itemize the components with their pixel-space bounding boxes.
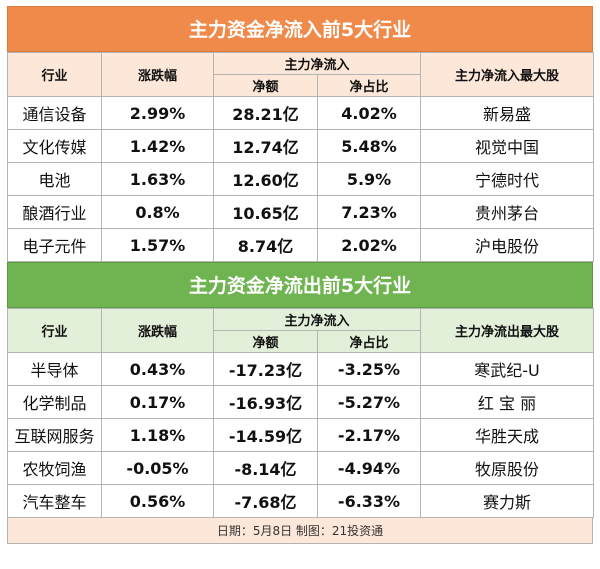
change-cell: 1.42% bbox=[101, 129, 214, 163]
table-row: 电子元件 1.57% 8.74亿 2.02% 沪电股份 bbox=[7, 228, 595, 262]
header-main-net: 主力净流入 bbox=[212, 52, 422, 75]
outflow-table: 行业 涨跌幅 主力净流入 主力净流出最大股 净额 净占比 半导体 0.43% -17… bbox=[7, 308, 595, 518]
change-cell: 2.99% bbox=[101, 96, 214, 130]
net-ratio-cell: -3.25% bbox=[316, 352, 422, 386]
industry-cell: 酿酒行业 bbox=[7, 195, 102, 229]
top-stock-cell: 视觉中国 bbox=[420, 129, 595, 163]
industry-cell: 汽车整车 bbox=[7, 484, 102, 518]
change-cell: 1.57% bbox=[101, 228, 214, 262]
net-amount-cell: -7.68亿 bbox=[213, 484, 318, 518]
footer-credit: 日期：5月8日 制图：21投资通 bbox=[7, 518, 593, 544]
table-row: 通信设备 2.99% 28.21亿 4.02% 新易盛 bbox=[7, 96, 595, 130]
header-industry: 行业 bbox=[7, 308, 102, 353]
change-cell: 0.17% bbox=[101, 385, 214, 419]
net-amount-cell: 8.74亿 bbox=[213, 228, 318, 262]
inflow-header-row: 行业 涨跌幅 主力净流入 主力净流入最大股 bbox=[7, 52, 595, 97]
top-stock-cell: 宁德时代 bbox=[420, 162, 595, 196]
net-amount-cell: 12.60亿 bbox=[213, 162, 318, 196]
header-net-amount: 净额 bbox=[213, 330, 318, 353]
net-amount-cell: -16.93亿 bbox=[213, 385, 318, 419]
header-main-net: 主力净流入 bbox=[212, 308, 422, 331]
industry-cell: 电子元件 bbox=[7, 228, 102, 262]
top-stock-cell: 赛力斯 bbox=[420, 484, 595, 518]
change-cell: 0.8% bbox=[101, 195, 214, 229]
inflow-subheader-row: 净额 净占比 bbox=[8, 74, 594, 97]
industry-cell: 互联网服务 bbox=[7, 418, 102, 452]
header-net-ratio: 净占比 bbox=[316, 74, 422, 97]
outflow-title: 主力资金净流出前5大行业 bbox=[7, 262, 593, 308]
industry-cell: 文化传媒 bbox=[7, 129, 102, 163]
top-stock-cell: 红 宝 丽 bbox=[420, 385, 595, 419]
industry-cell: 电池 bbox=[7, 162, 102, 196]
table-row: 半导体 0.43% -17.23亿 -3.25% 寒武纪-U bbox=[7, 352, 595, 386]
net-amount-cell: 28.21亿 bbox=[213, 96, 318, 130]
change-cell: 1.18% bbox=[101, 418, 214, 452]
header-industry: 行业 bbox=[7, 52, 102, 97]
header-change: 涨跌幅 bbox=[101, 52, 214, 97]
net-ratio-cell: -2.17% bbox=[316, 418, 422, 452]
net-amount-cell: -17.23亿 bbox=[213, 352, 318, 386]
net-amount-cell: -8.14亿 bbox=[213, 451, 318, 485]
table-row: 互联网服务 1.18% -14.59亿 -2.17% 华胜天成 bbox=[7, 418, 595, 452]
header-top-stock: 主力净流入最大股 bbox=[420, 52, 595, 97]
industry-capital-flow-tables: 主力资金净流入前5大行业 行业 涨跌幅 主力净流入 主力净流入最大股 净额 净占… bbox=[7, 6, 595, 544]
table-row: 酿酒行业 0.8% 10.65亿 7.23% 贵州茅台 bbox=[7, 195, 595, 229]
table-row: 电池 1.63% 12.60亿 5.9% 宁德时代 bbox=[7, 162, 595, 196]
top-stock-cell: 沪电股份 bbox=[420, 228, 595, 262]
net-ratio-cell: -4.94% bbox=[316, 451, 422, 485]
net-amount-cell: 10.65亿 bbox=[213, 195, 318, 229]
net-ratio-cell: 2.02% bbox=[316, 228, 422, 262]
change-cell: 0.43% bbox=[101, 352, 214, 386]
net-ratio-cell: 4.02% bbox=[316, 96, 422, 130]
industry-cell: 通信设备 bbox=[7, 96, 102, 130]
net-ratio-cell: -6.33% bbox=[316, 484, 422, 518]
industry-cell: 半导体 bbox=[7, 352, 102, 386]
header-top-stock: 主力净流出最大股 bbox=[420, 308, 595, 353]
outflow-header-row: 行业 涨跌幅 主力净流入 主力净流出最大股 bbox=[7, 308, 595, 353]
industry-cell: 农牧饲渔 bbox=[7, 451, 102, 485]
inflow-table: 行业 涨跌幅 主力净流入 主力净流入最大股 净额 净占比 通信设备 2.99% 28… bbox=[7, 52, 595, 262]
change-cell: -0.05% bbox=[101, 451, 214, 485]
change-cell: 0.56% bbox=[101, 484, 214, 518]
table-row: 汽车整车 0.56% -7.68亿 -6.33% 赛力斯 bbox=[7, 484, 595, 518]
net-amount-cell: 12.74亿 bbox=[213, 129, 318, 163]
net-ratio-cell: 5.48% bbox=[316, 129, 422, 163]
top-stock-cell: 贵州茅台 bbox=[420, 195, 595, 229]
table-row: 农牧饲渔 -0.05% -8.14亿 -4.94% 牧原股份 bbox=[7, 451, 595, 485]
header-change: 涨跌幅 bbox=[101, 308, 214, 353]
outflow-subheader-row: 净额 净占比 bbox=[8, 330, 594, 353]
net-ratio-cell: 7.23% bbox=[316, 195, 422, 229]
change-cell: 1.63% bbox=[101, 162, 214, 196]
net-ratio-cell: 5.9% bbox=[316, 162, 422, 196]
net-ratio-cell: -5.27% bbox=[316, 385, 422, 419]
top-stock-cell: 寒武纪-U bbox=[420, 352, 595, 386]
table-row: 文化传媒 1.42% 12.74亿 5.48% 视觉中国 bbox=[7, 129, 595, 163]
top-stock-cell: 牧原股份 bbox=[420, 451, 595, 485]
top-stock-cell: 新易盛 bbox=[420, 96, 595, 130]
industry-cell: 化学制品 bbox=[7, 385, 102, 419]
table-row: 化学制品 0.17% -16.93亿 -5.27% 红 宝 丽 bbox=[7, 385, 595, 419]
top-stock-cell: 华胜天成 bbox=[420, 418, 595, 452]
net-amount-cell: -14.59亿 bbox=[213, 418, 318, 452]
inflow-title: 主力资金净流入前5大行业 bbox=[7, 6, 593, 52]
header-net-amount: 净额 bbox=[213, 74, 318, 97]
header-net-ratio: 净占比 bbox=[316, 330, 422, 353]
